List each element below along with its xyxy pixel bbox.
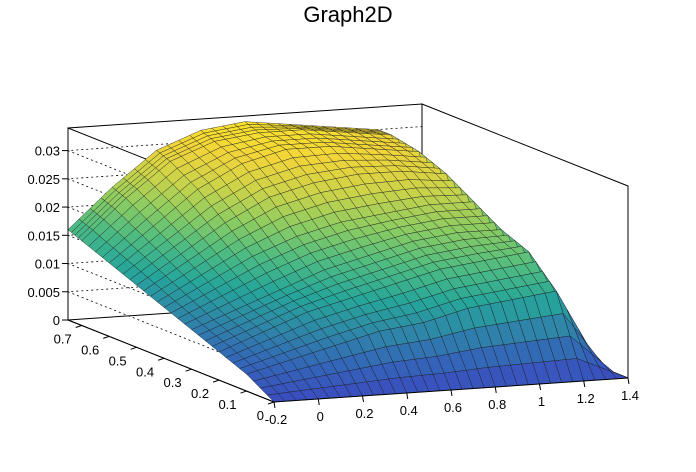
x-tick-label: 1.4 [621,388,639,403]
x-tick-label: 0.4 [400,403,418,418]
x-tick-label: -0.2 [265,412,287,427]
z-tick-label: 0.02 [35,200,60,215]
x-tick-mark [406,392,409,400]
y-tick-mark [103,335,110,339]
y-tick-mark [267,401,275,405]
x-tick-label: 1.2 [577,391,595,406]
y-tick-label: 0.7 [54,331,72,346]
x-tick-mark [317,398,320,406]
y-tick-label: 0.5 [109,353,127,368]
z-tick-label: 0.015 [27,228,60,243]
z-tick-label: 0.025 [27,172,60,187]
x-tick-mark [583,380,586,388]
y-tick-label: 0.2 [191,386,209,401]
x-tick-label: 0.2 [355,406,373,421]
x-tick-mark [627,377,630,385]
x-tick-mark [273,401,276,409]
y-tick-label: 0 [257,408,264,423]
y-tick-mark [75,324,82,328]
y-tick-mark [185,368,192,372]
z-tick-label: 0.005 [27,285,60,300]
y-tick-label: 0.3 [164,375,182,390]
y-tick-mark [130,346,137,350]
x-tick-label: 0.8 [488,397,506,412]
y-tick-label: 0.1 [218,397,236,412]
x-tick-label: 0.6 [444,400,462,415]
x-tick-label: 1 [538,394,545,409]
x-tick-mark [539,383,541,391]
y-axis-line [67,319,275,403]
chart-title: Graph2D [303,2,393,27]
x-tick-mark [494,386,497,394]
y-tick-mark [212,379,220,383]
x-tick-label: 0 [317,409,324,424]
x-tick-mark [450,389,453,397]
y-tick-label: 0.4 [136,364,154,379]
z-tick-label: 0 [53,313,60,328]
y-tick-mark [157,357,165,361]
y-tick-label: 0.6 [81,342,99,357]
x-tick-mark [362,395,364,403]
y-tick-mark [240,390,247,394]
z-tick-label: 0.01 [35,257,60,272]
z-tick-label: 0.03 [35,144,60,159]
